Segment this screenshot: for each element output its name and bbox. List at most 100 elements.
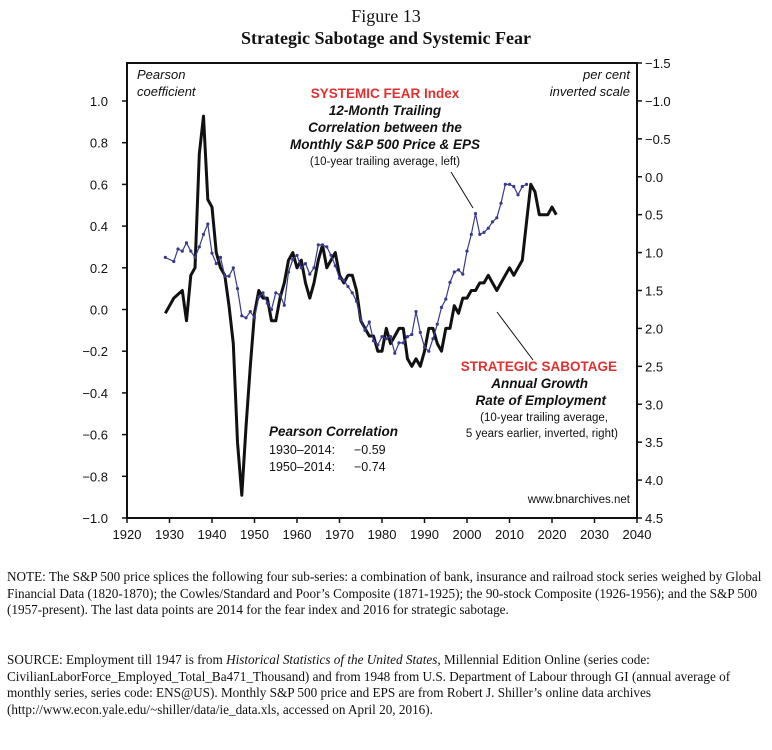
- fear-series-point: [422, 345, 427, 349]
- x-tick-label: 1920: [113, 527, 142, 542]
- fear-series-point: [431, 337, 435, 341]
- left-axis: 1.0 0.8 0.6 0.4 0.2 0.0 −0.2 −0.4 −0.6 −0.8 −1.0: [82, 94, 127, 526]
- x-tick-label: 2040: [623, 527, 652, 542]
- pearson-value-2: −0.74: [354, 460, 386, 474]
- fear-series-point: [512, 184, 516, 189]
- fear-series-point: [333, 264, 337, 268]
- series-layer: [163, 114, 558, 497]
- x-tick-label: 2010: [495, 527, 524, 542]
- fear-series-point: [325, 245, 329, 249]
- fear-series-point: [342, 278, 346, 282]
- fear-annotation-pointer: [450, 171, 474, 209]
- left-axis-label-line2: coefficient: [137, 84, 197, 99]
- fear-series-point: [223, 274, 227, 278]
- fear-series-point: [278, 293, 282, 297]
- left-axis-label-line1: Pearson: [137, 67, 185, 82]
- fear-series-point: [439, 305, 444, 309]
- fear-series-point: [435, 322, 439, 326]
- source-prefix: SOURCE: Employment till 1947 is from: [7, 652, 227, 667]
- pearson-period-2: 1950–2014:: [269, 460, 335, 474]
- left-tick-label: −1.0: [82, 511, 108, 526]
- fear-series-point: [308, 272, 312, 276]
- sabotage-annotation-title: STRATEGIC SABOTAGE: [461, 359, 617, 374]
- fear-series-point: [299, 266, 303, 270]
- fear-series-point: [350, 291, 354, 295]
- left-tick-label: 1.0: [90, 94, 108, 109]
- fear-series-point: [410, 332, 414, 337]
- fear-series-point: [201, 232, 206, 236]
- sabotage-annotation-note1: (10-year trailing average,: [480, 412, 608, 424]
- fear-series-point: [452, 270, 456, 274]
- fear-series-point: [252, 316, 257, 320]
- fear-series-point: [376, 343, 380, 347]
- right-tick-label: 0.0: [645, 170, 663, 185]
- x-tick-label: 1990: [410, 527, 439, 542]
- fear-series-point: [206, 222, 210, 226]
- credit-text: www.bnarchives.net: [527, 494, 631, 506]
- fear-series-point: [320, 243, 325, 247]
- fear-series-point: [286, 270, 291, 274]
- left-tick-label: −0.6: [82, 428, 108, 443]
- fear-annotation-line2: Correlation between the: [308, 120, 462, 135]
- x-axis: 1920 1930 1940 1950 1960 1970 1980 1990 2000 2010…: [113, 518, 652, 542]
- sabotage-series-line: [163, 114, 558, 497]
- right-tick-label: 2.5: [645, 359, 663, 374]
- fear-series-point: [401, 341, 405, 345]
- fear-series-point: [295, 253, 299, 257]
- x-tick-label: 2030: [580, 527, 609, 542]
- right-tick-label: 1.5: [645, 284, 663, 299]
- fear-series-point: [265, 301, 269, 305]
- pearson-value-1: −0.59: [354, 443, 386, 457]
- right-axis: −1.5 −1.0 −0.5 0.0 0.5 1.0 1.5 2.0 2.5 3.0 3.5 4.0 4…: [637, 56, 671, 526]
- fear-series-point: [291, 257, 295, 262]
- left-tick-label: 0.0: [90, 303, 108, 318]
- fear-series-point: [312, 266, 316, 270]
- fear-series-point: [427, 349, 431, 353]
- fear-series-point: [180, 249, 184, 253]
- source-link[interactable]: (http://www.econ.yale.edu/~shiller/data/…: [7, 701, 277, 717]
- fear-series-point: [184, 241, 189, 245]
- figure-number: Figure 13: [351, 6, 421, 26]
- sabotage-annotation-line1: Annual Growth: [490, 376, 588, 391]
- fear-series-point: [337, 276, 342, 280]
- fear-series-point: [329, 253, 333, 257]
- source-suffix: , accessed on April 20, 2016).: [276, 701, 433, 717]
- x-tick-label: 1980: [368, 527, 397, 542]
- fear-series-point: [490, 220, 495, 224]
- chart: 1920 1930 1940 1950 1960 1970 1980 1990 2000 2010…: [82, 56, 671, 542]
- left-tick-label: 0.2: [90, 261, 108, 276]
- fear-series-point: [227, 274, 231, 278]
- left-tick-label: 0.6: [90, 177, 108, 192]
- left-tick-label: −0.2: [82, 344, 108, 359]
- fear-series-point: [354, 299, 359, 303]
- x-tick-label: 1960: [283, 527, 312, 542]
- fear-series-point: [520, 184, 524, 189]
- right-tick-label: 3.5: [645, 435, 663, 450]
- right-tick-label: 1.0: [645, 246, 663, 261]
- x-tick-label: 2020: [538, 527, 567, 542]
- x-tick-label: 1930: [155, 527, 184, 542]
- fear-series-point: [210, 251, 214, 255]
- fear-series-point: [499, 201, 503, 205]
- fear-series-point: [384, 337, 388, 341]
- source-middle: , Millennial Edition Online (series code…: [7, 652, 731, 701]
- fear-series-point: [418, 330, 422, 334]
- x-tick-label: 1970: [325, 527, 354, 542]
- right-tick-label: −0.5: [645, 132, 671, 147]
- fear-series-point: [380, 335, 384, 339]
- fear-series-point: [363, 328, 367, 332]
- fear-series-point: [346, 285, 350, 289]
- fear-series-point: [507, 182, 512, 186]
- x-tick-label: 2000: [453, 527, 482, 542]
- fear-series-point: [359, 318, 363, 322]
- fear-series-point: [393, 351, 397, 355]
- fear-annotation-line3: Monthly S&P 500 Price & EPS: [290, 137, 480, 152]
- source-paragraph: SOURCE: Employment till 1947 is from His…: [7, 652, 767, 718]
- fear-series-point: [495, 216, 499, 220]
- fear-series-point: [478, 232, 482, 236]
- fear-series-point: [218, 255, 223, 259]
- right-tick-label: 3.0: [645, 397, 663, 412]
- pearson-title: Pearson Correlation: [269, 424, 398, 439]
- fear-series-point: [469, 232, 473, 236]
- fear-series-point: [461, 272, 465, 276]
